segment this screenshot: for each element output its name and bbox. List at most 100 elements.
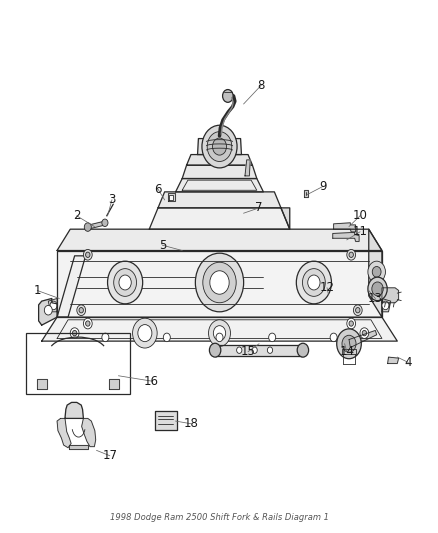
Polygon shape <box>244 160 250 176</box>
Polygon shape <box>42 317 396 341</box>
Text: 6: 6 <box>154 183 162 196</box>
Text: 14: 14 <box>339 345 353 358</box>
Polygon shape <box>48 298 57 312</box>
Polygon shape <box>303 190 307 197</box>
Polygon shape <box>387 357 398 364</box>
Text: 13: 13 <box>367 292 382 305</box>
Polygon shape <box>175 179 263 192</box>
Circle shape <box>297 343 308 357</box>
Text: 7: 7 <box>254 201 262 214</box>
Polygon shape <box>186 155 252 165</box>
Polygon shape <box>57 229 381 251</box>
Text: 5: 5 <box>159 239 166 252</box>
Polygon shape <box>341 349 356 354</box>
Circle shape <box>302 269 325 296</box>
Circle shape <box>381 301 388 310</box>
Polygon shape <box>149 208 289 229</box>
Polygon shape <box>197 139 241 155</box>
Circle shape <box>208 320 230 346</box>
Text: 15: 15 <box>240 345 255 358</box>
Polygon shape <box>368 229 381 317</box>
Circle shape <box>85 321 90 326</box>
Circle shape <box>215 333 223 342</box>
Polygon shape <box>87 221 105 229</box>
Polygon shape <box>65 402 83 418</box>
Text: 11: 11 <box>352 225 367 238</box>
Polygon shape <box>182 165 256 179</box>
Circle shape <box>336 329 360 359</box>
Text: 1998 Dodge Ram 2500 Shift Fork & Rails Diagram 1: 1998 Dodge Ram 2500 Shift Fork & Rails D… <box>110 513 328 521</box>
Circle shape <box>267 347 272 353</box>
Circle shape <box>102 333 109 342</box>
Circle shape <box>70 328 79 338</box>
Circle shape <box>296 261 331 304</box>
Circle shape <box>83 318 92 329</box>
Circle shape <box>163 333 170 342</box>
Polygon shape <box>37 379 47 389</box>
Text: 8: 8 <box>257 79 264 92</box>
Circle shape <box>268 333 275 342</box>
Circle shape <box>236 347 241 353</box>
Polygon shape <box>167 193 174 201</box>
Polygon shape <box>57 251 381 317</box>
Circle shape <box>72 330 77 336</box>
Text: 16: 16 <box>144 375 159 387</box>
Text: 9: 9 <box>318 180 326 193</box>
Text: 1: 1 <box>33 284 41 297</box>
Circle shape <box>83 249 92 260</box>
Circle shape <box>346 318 355 329</box>
Circle shape <box>371 282 382 296</box>
Polygon shape <box>332 232 358 241</box>
Polygon shape <box>169 195 173 200</box>
Circle shape <box>251 347 257 353</box>
Circle shape <box>132 318 157 348</box>
Circle shape <box>77 305 85 316</box>
Polygon shape <box>154 411 177 430</box>
Circle shape <box>212 138 226 155</box>
Circle shape <box>367 277 386 301</box>
Circle shape <box>119 275 131 290</box>
Text: 3: 3 <box>108 193 115 206</box>
Circle shape <box>207 132 231 161</box>
Circle shape <box>44 305 52 315</box>
Circle shape <box>355 308 359 313</box>
Circle shape <box>50 301 57 310</box>
Circle shape <box>201 125 237 168</box>
Circle shape <box>202 262 236 303</box>
Text: 4: 4 <box>403 356 411 369</box>
Circle shape <box>209 271 229 294</box>
Polygon shape <box>109 379 118 389</box>
Polygon shape <box>39 298 57 325</box>
Circle shape <box>79 308 83 313</box>
Circle shape <box>138 325 152 342</box>
Circle shape <box>329 333 336 342</box>
Circle shape <box>341 335 355 352</box>
Polygon shape <box>57 256 85 317</box>
Circle shape <box>84 223 91 231</box>
Polygon shape <box>81 418 95 447</box>
Polygon shape <box>381 298 390 312</box>
Polygon shape <box>333 223 355 232</box>
Circle shape <box>102 219 108 227</box>
Text: 12: 12 <box>319 281 334 294</box>
Circle shape <box>213 326 225 341</box>
Text: 10: 10 <box>352 209 367 222</box>
Polygon shape <box>348 330 376 348</box>
Circle shape <box>353 305 361 316</box>
Circle shape <box>348 321 353 326</box>
Circle shape <box>367 261 385 282</box>
Text: 18: 18 <box>183 417 198 430</box>
Polygon shape <box>158 192 280 208</box>
Polygon shape <box>381 288 398 303</box>
Circle shape <box>85 252 90 257</box>
Circle shape <box>371 266 380 277</box>
Circle shape <box>346 249 355 260</box>
Circle shape <box>361 330 366 336</box>
Circle shape <box>209 343 220 357</box>
Polygon shape <box>57 418 71 448</box>
Text: 17: 17 <box>102 449 117 462</box>
Circle shape <box>307 275 319 290</box>
Circle shape <box>107 261 142 304</box>
Circle shape <box>222 90 233 102</box>
Circle shape <box>195 253 243 312</box>
